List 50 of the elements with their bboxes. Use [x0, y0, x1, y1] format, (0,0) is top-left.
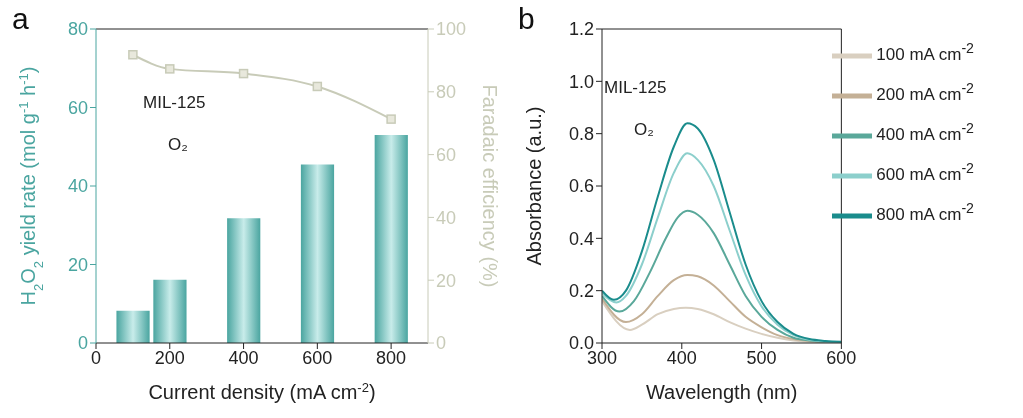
bar: [227, 218, 261, 343]
legend-label: 200 mA cm$^{-2}$: [876, 80, 974, 105]
point: [386, 114, 396, 124]
x-axis-title: Current density (mA cm$^{-2}$): [148, 379, 376, 403]
y-tick-label: 1.2: [568, 19, 594, 40]
x-axis-title: Wavelength (nm): [645, 381, 798, 403]
bar: [300, 164, 335, 343]
legend-label: 100 mA cm$^{-2}$: [876, 40, 974, 65]
x-tick-label: 500: [746, 347, 777, 368]
y-tick-label: 0.2: [568, 281, 594, 302]
annotation: O₂: [634, 120, 654, 140]
annotation: O₂: [168, 135, 188, 155]
legend-label: 800 mA cm$^{-2}$: [876, 200, 974, 225]
y2-axis-title: Faradaic efficiency (%): [479, 84, 501, 288]
y-tick-label: 0.4: [568, 228, 594, 249]
y-tick-label: 80: [67, 19, 88, 40]
y-tick-label: 40: [67, 176, 88, 197]
y2-tick-label: 40: [436, 207, 457, 228]
x-tick-label: 600: [826, 347, 857, 368]
x-tick-label: 800: [376, 347, 407, 368]
y-tick-label: 60: [67, 97, 88, 118]
y-tick-label: 20: [67, 254, 88, 275]
y-tick-label: 0.8: [568, 124, 594, 145]
chart-title: a: [12, 2, 29, 36]
point: [128, 50, 138, 60]
point: [312, 81, 323, 92]
y2-tick-label: 80: [436, 82, 457, 103]
x-tick-label: 600: [302, 347, 333, 368]
x-tick-label: 0: [90, 347, 102, 368]
legend-label: 400 mA cm$^{-2}$: [876, 120, 974, 145]
y-axis-title: Absorbance (a.u.): [523, 106, 545, 266]
point: [238, 68, 249, 79]
annotation: MIL-125: [143, 93, 206, 113]
x-tick-label: 400: [666, 347, 697, 368]
x-tick-label: 200: [154, 347, 185, 368]
bar: [153, 279, 187, 343]
y-tick-label: 0.6: [568, 176, 594, 197]
bar: [374, 134, 408, 343]
y2-tick-label: 20: [436, 270, 457, 291]
legend-label: 600 mA cm$^{-2}$: [876, 160, 974, 185]
y2-tick-label: 60: [436, 144, 457, 165]
y2-tick-label: 100: [436, 19, 467, 40]
point: [165, 64, 175, 74]
x-tick-label: 400: [228, 347, 259, 368]
bar: [116, 310, 150, 343]
y2-tick-label: 0: [436, 333, 447, 354]
chart-title: b: [518, 2, 535, 36]
y-tick-label: 0: [77, 333, 88, 354]
y-tick-label: 1.0: [568, 71, 594, 92]
annotation: MIL-125: [604, 78, 667, 98]
